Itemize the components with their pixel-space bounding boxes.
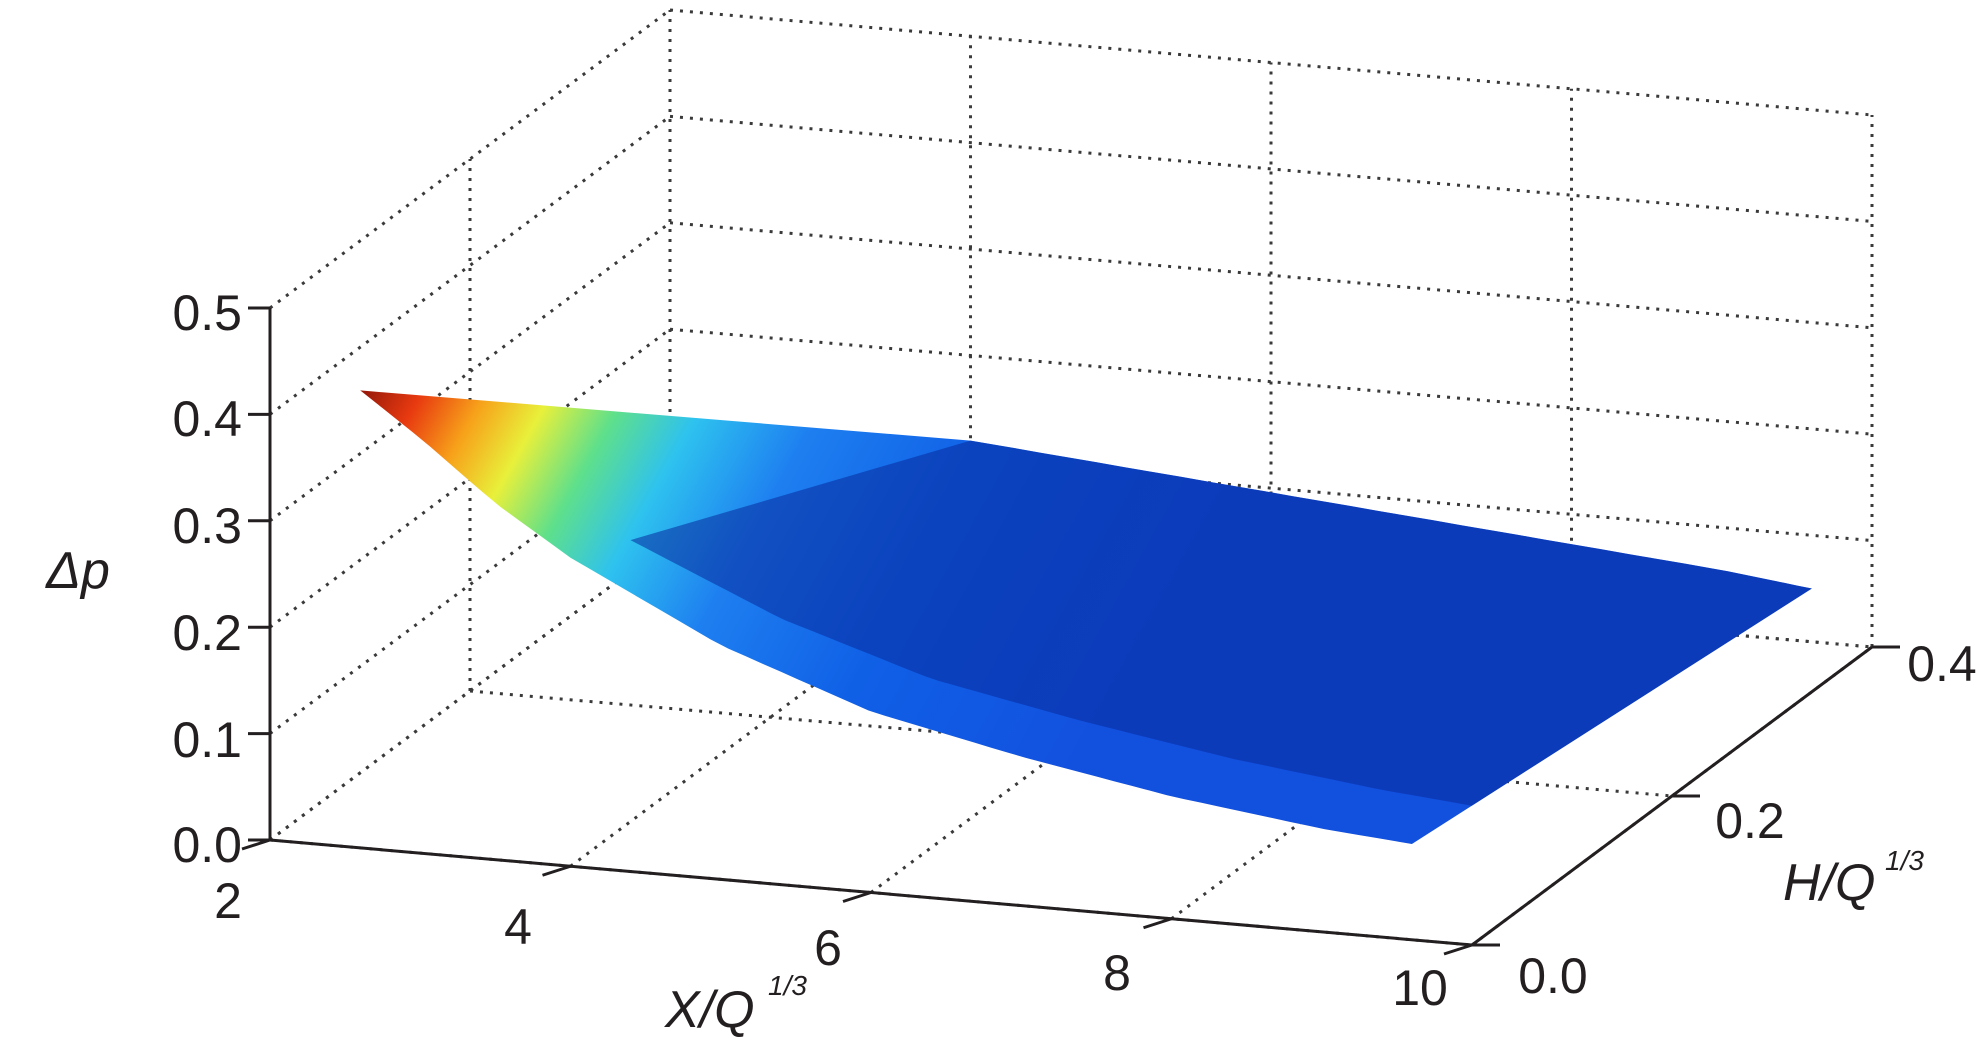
z-tick-label: 0.1	[172, 712, 242, 768]
y-axis-title: H/Q 1/3	[1783, 845, 1924, 912]
surface-plot	[360, 390, 1812, 844]
x-axis-title-main: X/Q	[664, 981, 755, 1039]
z-tick-label: 0.0	[172, 817, 242, 873]
x-tick-mark	[842, 891, 872, 903]
axes	[241, 306, 1900, 956]
z-axis-title: Δp	[44, 542, 110, 600]
x-tick-label: 10	[1392, 960, 1448, 1016]
z-tick-label: 0.5	[172, 285, 242, 341]
x-tick-label: 6	[814, 920, 842, 976]
x-axis-ticks: 2 4 6 8 10	[214, 873, 1448, 1016]
x-tick-label: 2	[214, 873, 242, 929]
x-tick-label: 8	[1103, 945, 1131, 1001]
x-tick-mark	[1443, 943, 1473, 956]
x-axis-title-sup: 1/3	[768, 970, 807, 1001]
z-tick-label: 0.2	[172, 605, 242, 661]
y-tick-label: 0.4	[1907, 636, 1977, 692]
grid-line	[669, 8, 1873, 117]
x-tick-mark	[1143, 917, 1172, 930]
surface-shading	[630, 440, 1812, 806]
x-tick-mark	[542, 864, 571, 877]
y-tick-label: 0.0	[1518, 948, 1588, 1004]
grid-line	[669, 114, 1873, 223]
z-tick-label: 0.3	[172, 498, 242, 554]
grid-line	[469, 689, 1673, 798]
z-tick-label: 0.4	[172, 391, 242, 447]
grid-line	[669, 221, 1873, 330]
y-axis-ticks: 0.0 0.2 0.4	[1518, 636, 1977, 1004]
x-tick-label: 4	[504, 899, 532, 955]
z-axis-ticks: 0.0 0.1 0.2 0.3 0.4 0.5	[172, 285, 242, 873]
y-tick-label: 0.2	[1715, 793, 1785, 849]
grid-line	[669, 327, 1873, 436]
x-axis-title: X/Q 1/3	[664, 970, 807, 1039]
x-tick-mark	[241, 838, 271, 851]
y-axis-title-main: H/Q	[1783, 854, 1875, 912]
y-axis-title-sup: 1/3	[1885, 845, 1924, 876]
